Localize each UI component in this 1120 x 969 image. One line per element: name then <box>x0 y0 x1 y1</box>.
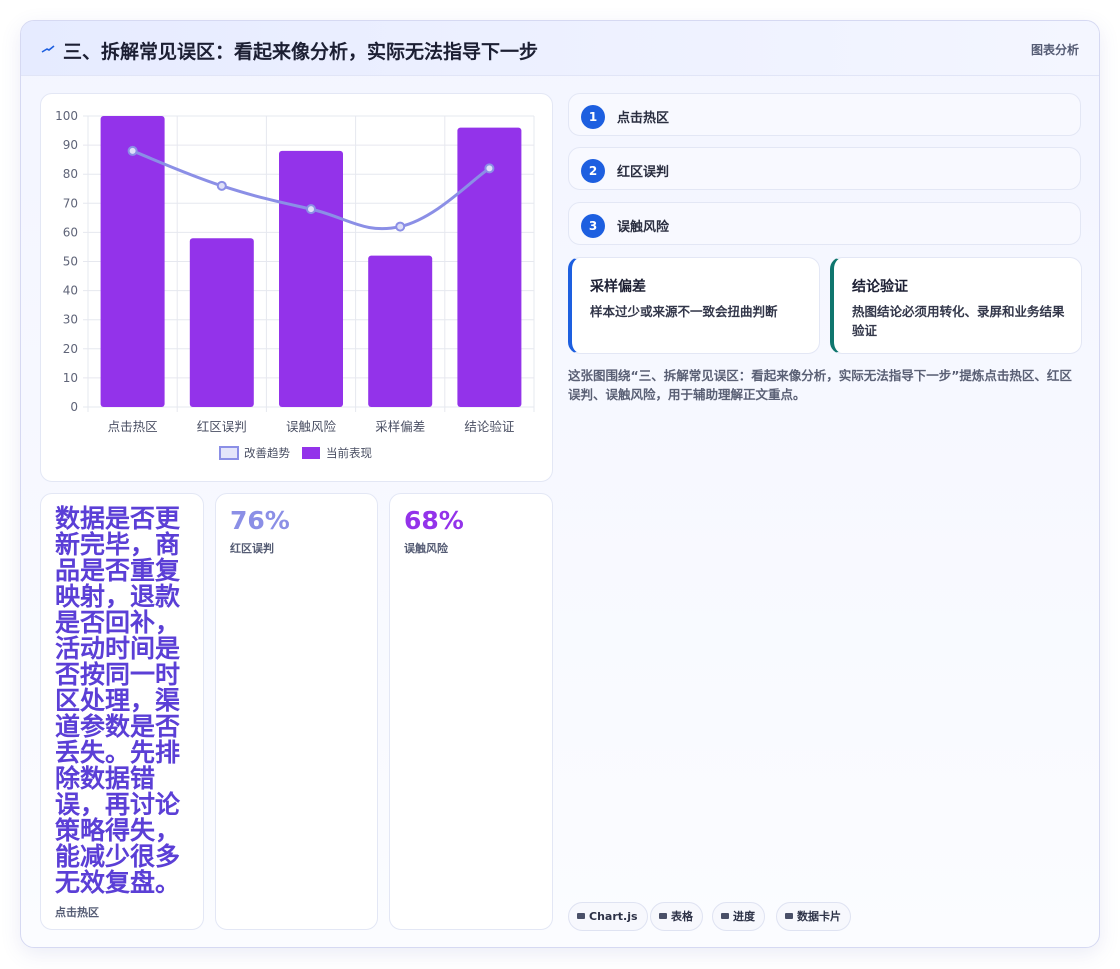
y-tick-label: 0 <box>70 400 78 414</box>
y-tick-label: 80 <box>63 167 78 181</box>
step-label: 误触风险 <box>617 220 670 235</box>
step[interactable]: 1 点击热区 <box>568 93 1081 136</box>
step[interactable]: 3 误触风险 <box>568 202 1081 245</box>
legend-label: 当前表现 <box>326 446 372 460</box>
y-tick-label: 40 <box>63 284 78 298</box>
stat-value: 68% <box>404 506 464 535</box>
bar <box>100 116 165 407</box>
bar <box>279 150 343 408</box>
card-title: 采样偏差 <box>590 279 646 295</box>
stat-value: 数据是否更新完毕，商品是否重复映射，退款是否回补，活动时间是否按同一时区处理，渠… <box>55 504 181 897</box>
stat-value: 76% <box>230 506 290 535</box>
x-tick-label: 误触风险 <box>286 419 337 434</box>
card-text: 样本过少或来源不一致会扭曲判断 <box>590 304 778 319</box>
info-card: 采样偏差样本过少或来源不一致会扭曲判断 <box>568 257 820 354</box>
stat-label: 点击热区 <box>55 906 99 919</box>
trend-point <box>127 145 138 156</box>
tag[interactable]: 表格 <box>650 902 703 931</box>
stat-card: 数据是否更新完毕，商品是否重复映射，退款是否回补，活动时间是否按同一时区处理，渠… <box>40 493 204 930</box>
x-tick-label: 点击热区 <box>108 419 158 434</box>
x-tick-label: 结论验证 <box>464 419 515 434</box>
chart: 0 10 20 30 40 50 60 70 80 90 100 点击热区 红区误判 误触风险 采样偏差 结论… <box>55 109 535 460</box>
stat-label: 误触风险 <box>404 542 448 555</box>
tag-text: 进度 <box>733 910 755 923</box>
legend-label: 改善趋势 <box>244 446 290 460</box>
legend-swatch <box>219 446 239 460</box>
y-tick-label: 60 <box>63 225 78 239</box>
bar <box>457 127 522 407</box>
step-label: 点击热区 <box>617 111 670 126</box>
card-title: 结论验证 <box>852 279 908 295</box>
y-tick-label: 90 <box>63 138 78 152</box>
header: 三、拆解常见误区：看起来像分析，实际无法指导下一步 图表分析 <box>21 21 1099 76</box>
bar <box>189 238 254 407</box>
chart-panel: 0 10 20 30 40 50 60 70 80 90 100 点击热区 红区误判 误触风险 采样偏差 结论… <box>40 93 553 482</box>
title: 三、拆解常见误区：看起来像分析，实际无法指导下一步 <box>63 41 539 63</box>
stat-label: 红区误判 <box>230 542 274 555</box>
y-tick-label: 10 <box>63 371 78 385</box>
stat-card: 76% 红区误判 <box>215 493 378 930</box>
tag[interactable]: 进度 <box>712 902 765 931</box>
step-number: 1 <box>581 105 605 129</box>
x-tick-label: 红区误判 <box>197 419 247 434</box>
stat-card: 68% 误触风险 <box>389 493 553 930</box>
title-icon <box>41 45 55 53</box>
trend-point <box>484 163 495 174</box>
summary: 这张图围绕“三、拆解常见误区：看起来像分析，实际无法指导下一步”提炼点击热区、红… <box>568 368 1072 402</box>
y-tick-label: 70 <box>63 196 78 210</box>
trend-point <box>216 180 227 191</box>
step[interactable]: 2 红区误判 <box>568 147 1081 190</box>
step-number: 3 <box>581 214 605 238</box>
tag[interactable]: 数据卡片 <box>776 902 851 931</box>
header-tag: 图表分析 <box>1030 43 1079 57</box>
card-text: 热图结论必须用转化、录屏和业务结果验证 <box>852 304 1065 338</box>
tag[interactable]: Chart.js <box>568 902 648 931</box>
frame: 三、拆解常见误区：看起来像分析，实际无法指导下一步 图表分析 0 10 20 30 40… <box>20 20 1100 948</box>
tag-text: 数据卡片 <box>797 910 841 923</box>
info-card: 结论验证热图结论必须用转化、录屏和业务结果验证 <box>830 257 1082 354</box>
y-tick-label: 100 <box>55 109 78 123</box>
legend-swatch <box>302 447 320 459</box>
y-tick-label: 50 <box>63 255 78 269</box>
trend-point <box>306 204 316 215</box>
tag-text: Chart.js <box>589 910 638 923</box>
step-label: 红区误判 <box>617 165 670 180</box>
bar <box>368 255 433 407</box>
tag-text: 表格 <box>671 910 693 923</box>
y-tick-label: 20 <box>63 342 78 356</box>
trend-point <box>395 221 406 232</box>
step-number: 2 <box>581 159 605 183</box>
x-tick-label: 采样偏差 <box>375 419 425 434</box>
y-tick-label: 30 <box>63 313 78 327</box>
